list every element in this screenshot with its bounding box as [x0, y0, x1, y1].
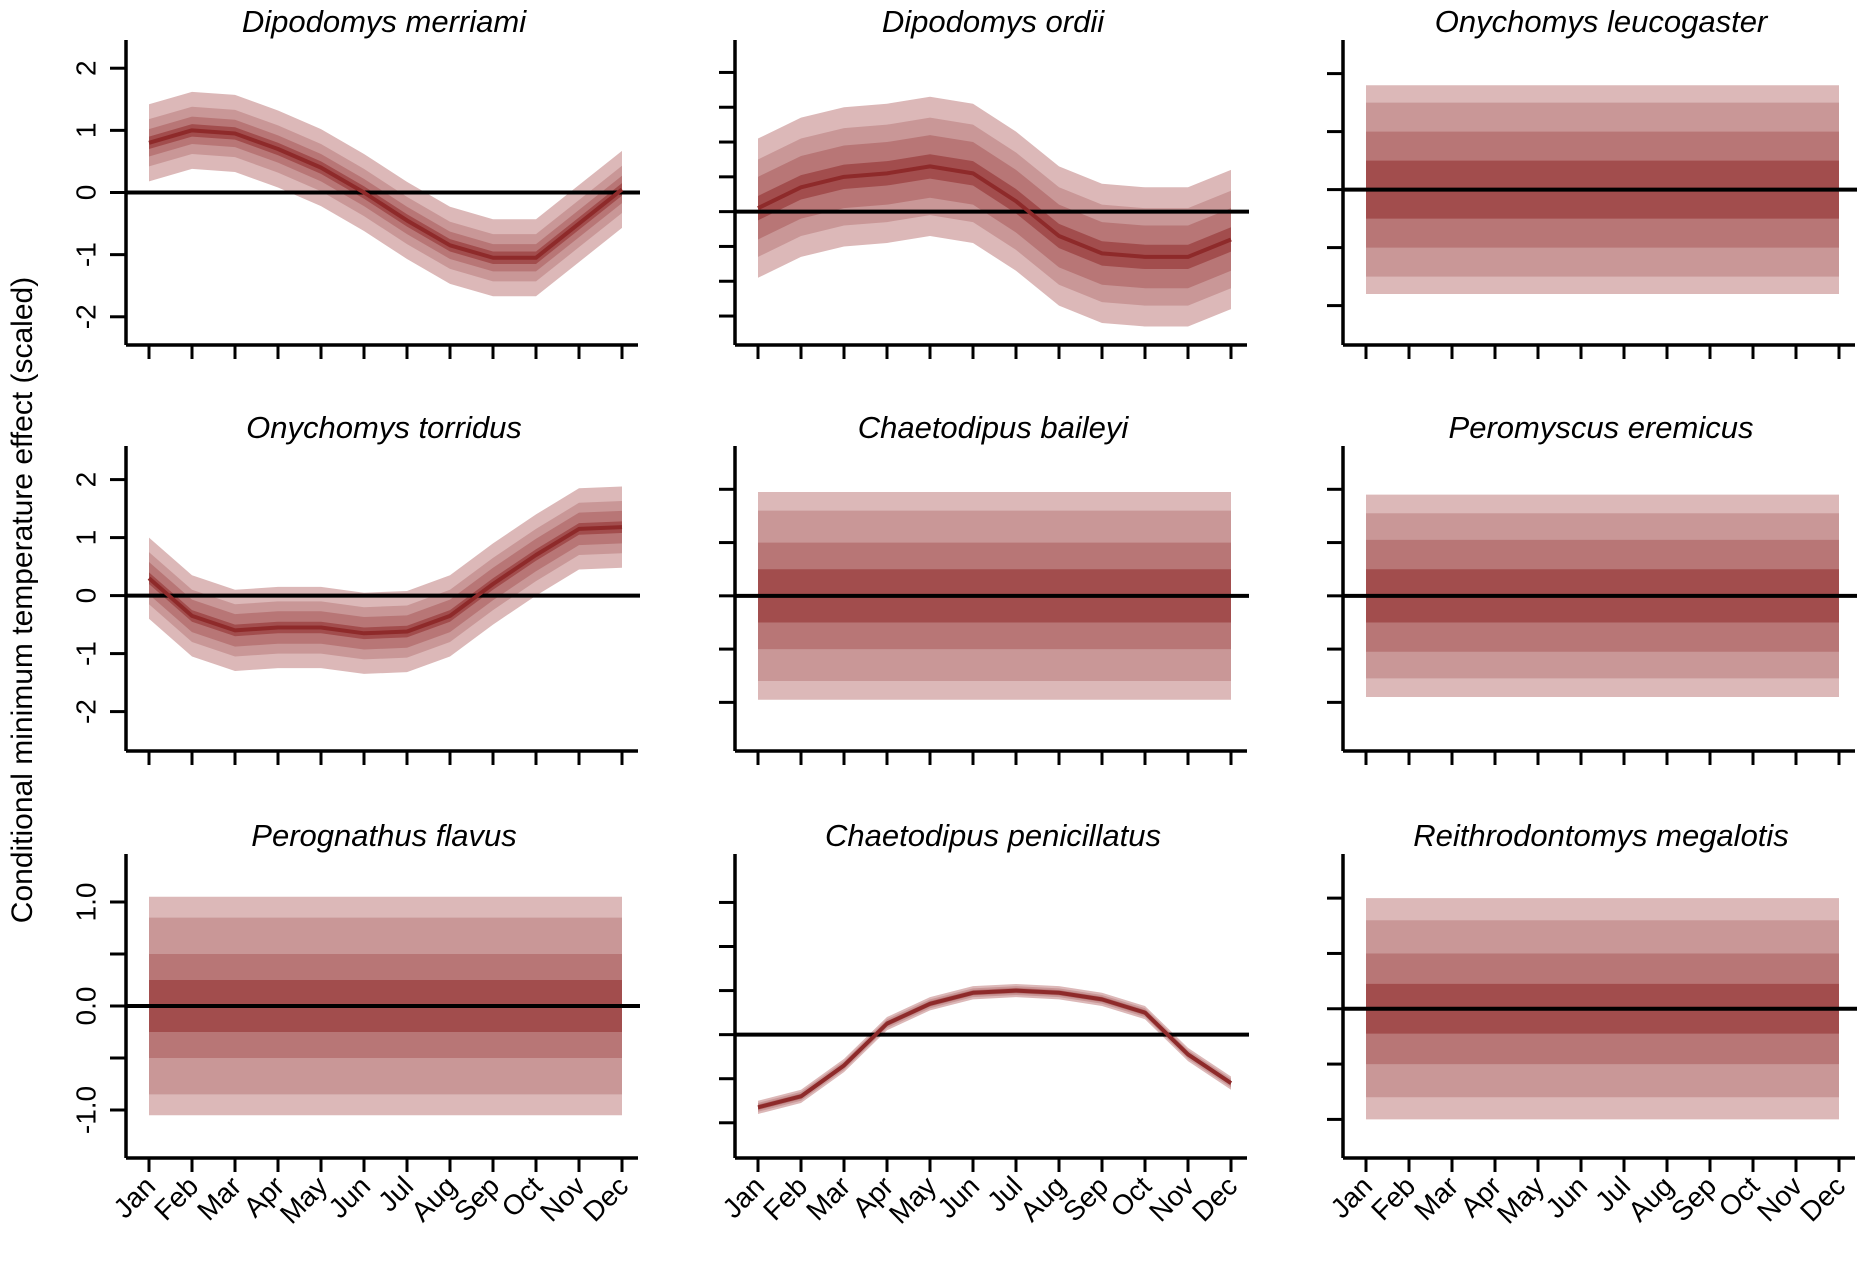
- panel-title: Onychomys torridus: [246, 410, 522, 445]
- credible-band-4: [758, 154, 1231, 270]
- credible-band-3: [758, 987, 1231, 1110]
- panel-3: Onychomys leucogaster: [1327, 4, 1857, 359]
- credible-band-1: [758, 983, 1231, 1114]
- y-tick-label: 0: [71, 185, 102, 201]
- y-tick-label: 0.0: [71, 987, 102, 1026]
- credible-band-3: [149, 510, 622, 650]
- y-tick-label: 0: [71, 588, 102, 604]
- median-line: [148, 128, 624, 260]
- y-tick-label: 2: [71, 60, 102, 76]
- y-tick-label: 1: [71, 123, 102, 139]
- x-tick-label: Dec: [577, 1170, 634, 1227]
- credible-band-4: [758, 989, 1231, 1109]
- panel-title: Dipodomys ordii: [882, 4, 1105, 39]
- y-tick-label: 1: [71, 530, 102, 546]
- x-tick-label: Jun: [1539, 1170, 1593, 1224]
- y-tick-label: 1.0: [71, 883, 102, 922]
- panel-5: Chaetodipus baileyi: [719, 410, 1249, 765]
- panel-7: -1.00.01.0JanFebMarAprMayJunJulAugSepOct…: [71, 818, 640, 1230]
- x-tick-label: Jun: [322, 1170, 376, 1224]
- panel-title: Perognathus flavus: [251, 818, 516, 853]
- panel-title: Chaetodipus penicillatus: [825, 818, 1161, 853]
- y-tick-label: -1: [71, 242, 102, 267]
- x-tick-label: Jan: [1324, 1170, 1378, 1224]
- panel-1: -2 -1 0 1 2 Dipodomys merriami: [71, 4, 640, 359]
- panels: -2 -1 0 1 2 Dipodomys merriami Dipodomys ordii…: [71, 4, 1857, 1230]
- median-line: [147, 525, 623, 636]
- x-tick-label: Jan: [107, 1170, 161, 1224]
- median-line: [757, 988, 1233, 1110]
- y-tick-label: -2: [71, 304, 102, 329]
- panel-8: JanFebMarAprMayJunJulAugSepOctNovDecChae…: [716, 818, 1249, 1230]
- x-tick-label: Feb: [148, 1170, 204, 1226]
- median-line: [757, 164, 1232, 259]
- x-tick-label: Jun: [931, 1170, 985, 1224]
- x-tick-label: Dec: [1186, 1170, 1243, 1227]
- x-tick-label: Oct: [1105, 1170, 1158, 1223]
- x-tick-label: Mar: [1408, 1170, 1464, 1226]
- panel-title: Peromyscus eremicus: [1449, 410, 1754, 445]
- panel-title: Reithrodontomys megalotis: [1413, 818, 1789, 853]
- panel-4: -2 -1 0 1 2 Onychomys torridus: [71, 410, 640, 765]
- y-tick-label: -1.0: [71, 1086, 102, 1134]
- panel-2: Dipodomys ordii: [719, 4, 1249, 359]
- x-tick-label: Feb: [757, 1170, 813, 1226]
- x-tick-label: Dec: [1794, 1170, 1851, 1227]
- panel-title: Dipodomys merriami: [242, 4, 527, 39]
- x-tick-label: Oct: [496, 1170, 549, 1223]
- panel-title: Chaetodipus baileyi: [858, 410, 1130, 445]
- x-tick-label: Jan: [716, 1170, 770, 1224]
- panel-6: Peromyscus eremicus: [1327, 410, 1857, 765]
- x-tick-label: Feb: [1365, 1170, 1421, 1226]
- x-tick-label: Mar: [191, 1170, 247, 1226]
- panel-title: Onychomys leucogaster: [1435, 4, 1769, 39]
- credible-band-2: [758, 986, 1231, 1112]
- y-tick-label: 2: [71, 472, 102, 488]
- y-axis-label: Conditional minimum temperature effect (…: [6, 277, 39, 923]
- x-tick-label: Mar: [800, 1170, 856, 1226]
- panel-9: JanFebMarAprMayJunJulAugSepOctNovDecReit…: [1324, 818, 1857, 1230]
- x-tick-label: Oct: [1713, 1170, 1766, 1223]
- y-tick-label: -1: [71, 641, 102, 666]
- y-tick-label: -2: [71, 699, 102, 724]
